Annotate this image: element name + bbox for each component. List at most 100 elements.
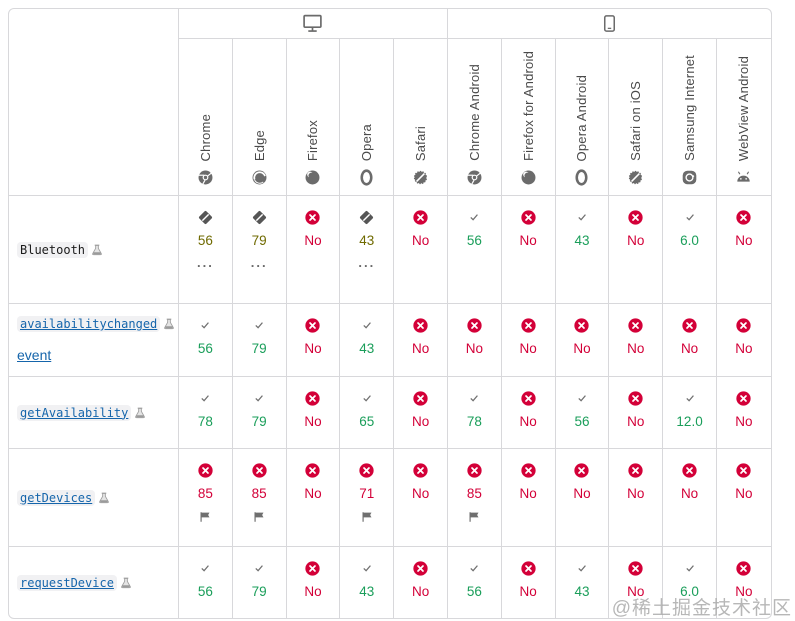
support-cell-bluetooth-opera-android[interactable]: 43	[555, 196, 610, 304]
chrome-icon	[197, 169, 214, 186]
support-cell-availabilitychanged-firefox-for-android[interactable]: No	[501, 304, 556, 377]
support-cell-getdevices-webview-android[interactable]: No	[716, 449, 771, 547]
support-cell-getavailability-webview-android[interactable]: No	[716, 377, 771, 449]
support-cell-getavailability-edge[interactable]: 79	[232, 377, 287, 449]
support-cell-bluetooth-samsung-internet[interactable]: 6.0	[663, 196, 717, 304]
support-cell-availabilitychanged-safari[interactable]: No	[394, 304, 448, 377]
cross-icon	[304, 559, 321, 577]
support-cell-bluetooth-firefox-for-android[interactable]: No	[501, 196, 556, 304]
flag-icon	[198, 510, 212, 524]
browser-name: Safari on iOS	[628, 81, 644, 161]
support-cell-getavailability-chrome-android[interactable]: 78	[447, 377, 502, 449]
opera-icon	[358, 169, 375, 186]
feature-link-getavailability[interactable]: getAvailability	[17, 404, 132, 421]
browser-header-webview-android: WebView Android	[716, 39, 771, 196]
support-cell-bluetooth-chrome[interactable]: 56...	[179, 196, 233, 304]
cross-icon	[735, 461, 752, 479]
support-cell-bluetooth-safari[interactable]: No	[394, 196, 448, 304]
support-cell-availabilitychanged-safari-on-ios[interactable]: No	[609, 304, 664, 377]
feature-link-requestdevice[interactable]: requestDevice	[17, 574, 117, 591]
support-cell-requestdevice-edge[interactable]: 79	[233, 547, 287, 618]
support-cell-requestdevice-chrome[interactable]: 56	[179, 547, 233, 618]
support-value: No	[627, 233, 645, 248]
feature-cell-availabilitychanged: availabilitychanged event	[9, 304, 179, 377]
support-cell-requestdevice-firefox-for-android[interactable]: No	[502, 547, 556, 618]
support-cell-availabilitychanged-edge[interactable]: 79	[232, 304, 287, 377]
support-value: No	[304, 341, 322, 356]
cross-icon	[412, 461, 429, 479]
support-cell-getavailability-firefox[interactable]: No	[286, 377, 341, 449]
support-value: No	[627, 341, 645, 356]
support-cell-requestdevice-opera[interactable]: 43	[340, 547, 395, 618]
feature-chip-group: availabilitychanged	[17, 315, 176, 332]
support-cell-bluetooth-edge[interactable]: 79...	[232, 196, 287, 304]
browser-header-safari-on-ios: Safari on iOS	[609, 39, 664, 196]
support-value: 43	[359, 584, 375, 599]
support-cell-availabilitychanged-opera-android[interactable]: No	[555, 304, 610, 377]
support-cell-bluetooth-webview-android[interactable]: No	[716, 196, 771, 304]
cross-icon	[304, 316, 321, 334]
check-icon	[575, 559, 589, 577]
support-value: No	[411, 341, 430, 356]
support-cell-availabilitychanged-opera[interactable]: 43	[340, 304, 395, 377]
support-cell-requestdevice-safari[interactable]: No	[394, 547, 448, 618]
support-cell-getdevices-chrome-android[interactable]: 85	[447, 449, 502, 547]
cross-icon	[627, 316, 644, 334]
support-cell-bluetooth-safari-on-ios[interactable]: No	[609, 196, 664, 304]
support-cell-getavailability-firefox-for-android[interactable]: No	[501, 377, 556, 449]
check-icon	[252, 559, 266, 577]
support-cell-getavailability-opera-android[interactable]: 56	[555, 377, 610, 449]
support-cell-getdevices-firefox[interactable]: No	[286, 449, 341, 547]
browser-name: Chrome	[197, 113, 213, 161]
support-cell-bluetooth-opera[interactable]: 43...	[340, 196, 395, 304]
check-icon	[360, 559, 374, 577]
support-value: No	[627, 414, 645, 429]
cross-icon	[358, 461, 375, 479]
cross-icon	[627, 389, 644, 407]
check-icon	[683, 559, 697, 577]
support-cell-availabilitychanged-chrome[interactable]: 56	[179, 304, 233, 377]
support-cell-availabilitychanged-samsung-internet[interactable]: No	[663, 304, 717, 377]
cross-icon	[520, 316, 537, 334]
support-cell-requestdevice-opera-android[interactable]: 43	[556, 547, 610, 618]
cross-icon	[304, 208, 321, 226]
browser-name: Edge	[251, 129, 267, 161]
flag-icon	[252, 510, 266, 524]
support-cell-requestdevice-chrome-android[interactable]: 56	[448, 547, 502, 618]
support-cell-getavailability-safari-on-ios[interactable]: No	[609, 377, 664, 449]
feature-link-getdevices[interactable]: getDevices	[17, 489, 96, 506]
partial-icon	[197, 208, 214, 226]
support-cell-getavailability-safari[interactable]: No	[394, 377, 448, 449]
support-cell-availabilitychanged-chrome-android[interactable]: No	[447, 304, 502, 377]
support-cell-getavailability-chrome[interactable]: 78	[179, 377, 233, 449]
support-cell-getdevices-edge[interactable]: 85	[232, 449, 287, 547]
support-cell-bluetooth-chrome-android[interactable]: 56	[447, 196, 502, 304]
support-value: 6.0	[680, 584, 699, 599]
support-cell-bluetooth-firefox[interactable]: No	[286, 196, 341, 304]
support-cell-requestdevice-samsung-internet[interactable]: 6.0	[663, 547, 717, 618]
support-cell-getdevices-chrome[interactable]: 85	[179, 449, 233, 547]
support-value: 56	[466, 584, 482, 599]
support-cell-getavailability-samsung-internet[interactable]: 12.0	[663, 377, 717, 449]
feature-cell-getdevices: getDevices	[9, 449, 179, 547]
support-cell-requestdevice-safari-on-ios[interactable]: No	[609, 547, 664, 618]
partial-icon	[358, 208, 375, 226]
support-value: No	[573, 486, 591, 501]
support-cell-requestdevice-webview-android[interactable]: No	[717, 547, 771, 618]
support-cell-getdevices-firefox-for-android[interactable]: No	[501, 449, 556, 547]
safari-icon	[627, 169, 644, 186]
support-value: 56	[574, 414, 590, 429]
support-cell-availabilitychanged-webview-android[interactable]: No	[716, 304, 771, 377]
support-cell-getdevices-safari-on-ios[interactable]: No	[609, 449, 664, 547]
feature-link-availabilitychanged[interactable]: availabilitychanged	[17, 315, 161, 332]
support-cell-getdevices-samsung-internet[interactable]: No	[663, 449, 717, 547]
support-cell-availabilitychanged-firefox[interactable]: No	[286, 304, 341, 377]
feature-link-suffix[interactable]: event	[17, 347, 51, 363]
support-cell-getdevices-opera-android[interactable]: No	[555, 449, 610, 547]
check-icon	[467, 389, 481, 407]
browser-name: Firefox for Android	[520, 50, 536, 161]
support-cell-getdevices-opera[interactable]: 71	[340, 449, 395, 547]
support-cell-getdevices-safari[interactable]: No	[394, 449, 448, 547]
support-cell-getavailability-opera[interactable]: 65	[340, 377, 395, 449]
support-cell-requestdevice-firefox[interactable]: No	[287, 547, 341, 618]
